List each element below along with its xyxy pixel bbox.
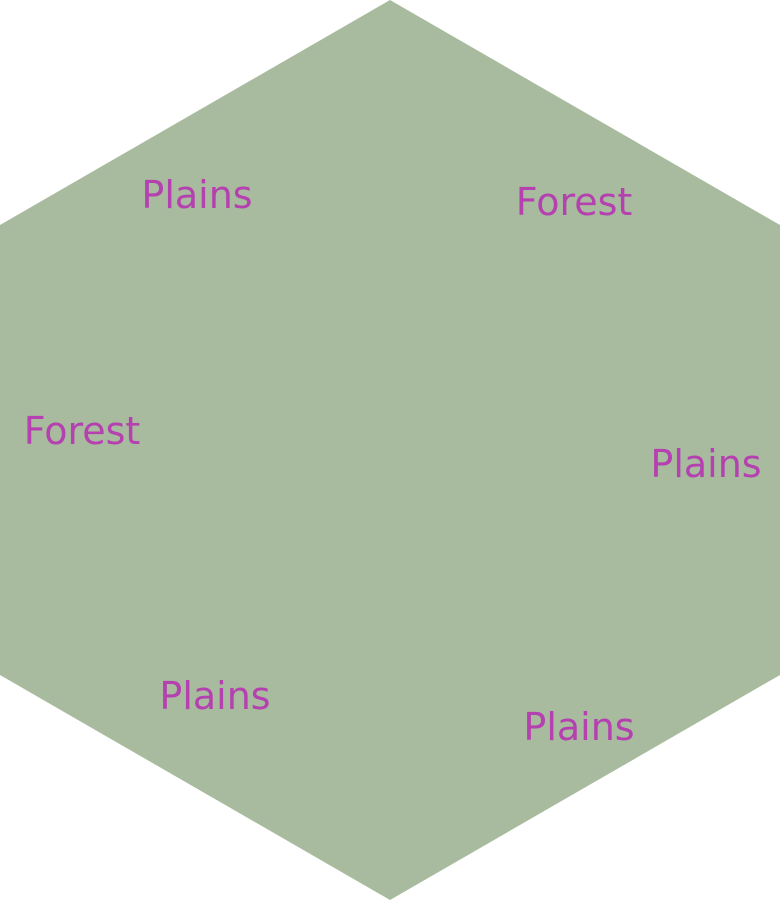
- edge-label-bottom-right: Plains: [523, 705, 635, 749]
- edge-label-top-left: Plains: [141, 173, 253, 217]
- edge-label-right: Plains: [650, 442, 762, 486]
- edge-label-bottom-left: Plains: [159, 674, 271, 718]
- edge-label-left: Forest: [23, 409, 141, 453]
- edge-label-top-right: Forest: [515, 180, 633, 224]
